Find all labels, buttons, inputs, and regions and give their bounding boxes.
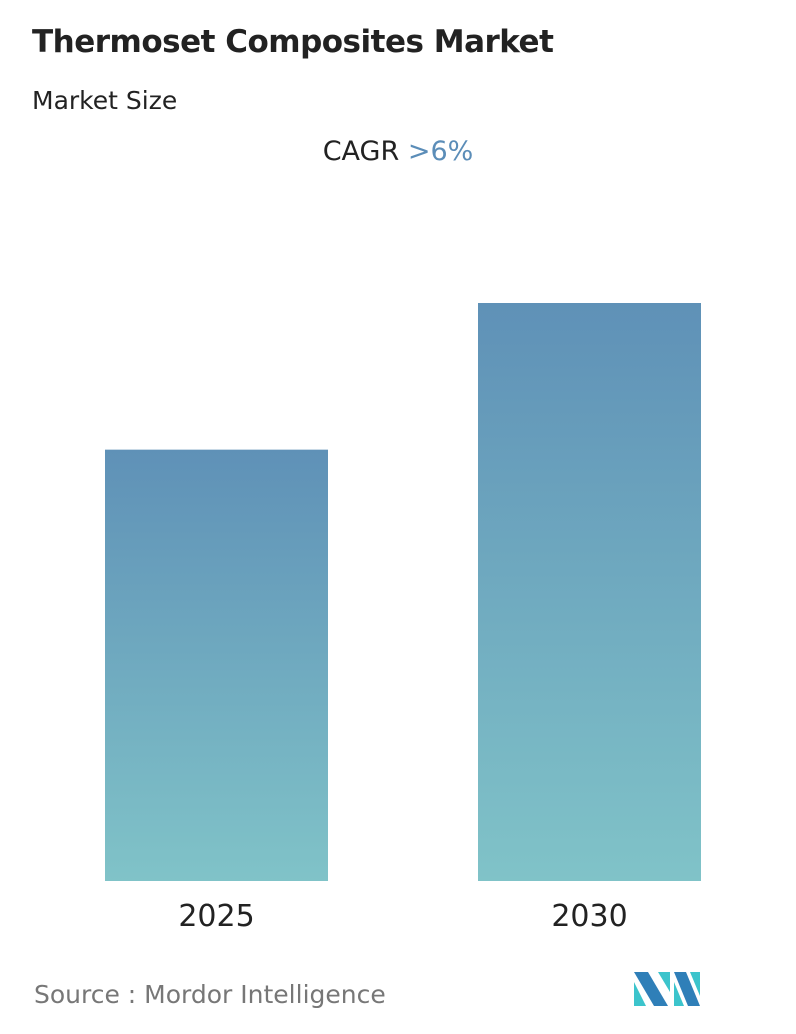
- bar-2025: [105, 449, 328, 881]
- mordor-intelligence-logo: [634, 972, 700, 1006]
- x-tick-label: 2025: [178, 899, 254, 934]
- x-tick-label: 2030: [551, 899, 627, 934]
- chart-subtitle: Market Size: [32, 86, 178, 115]
- cagr-label: CAGR: [322, 136, 400, 167]
- chart-title: Thermoset Composites Market: [32, 24, 554, 60]
- source-text: Source : Mordor Intelligence: [34, 980, 386, 1009]
- bar-2030: [478, 303, 701, 881]
- cagr-annotation: CAGR >6%: [0, 136, 796, 167]
- cagr-value: >6%: [407, 136, 474, 167]
- bar-chart: 2025 2030: [105, 303, 701, 934]
